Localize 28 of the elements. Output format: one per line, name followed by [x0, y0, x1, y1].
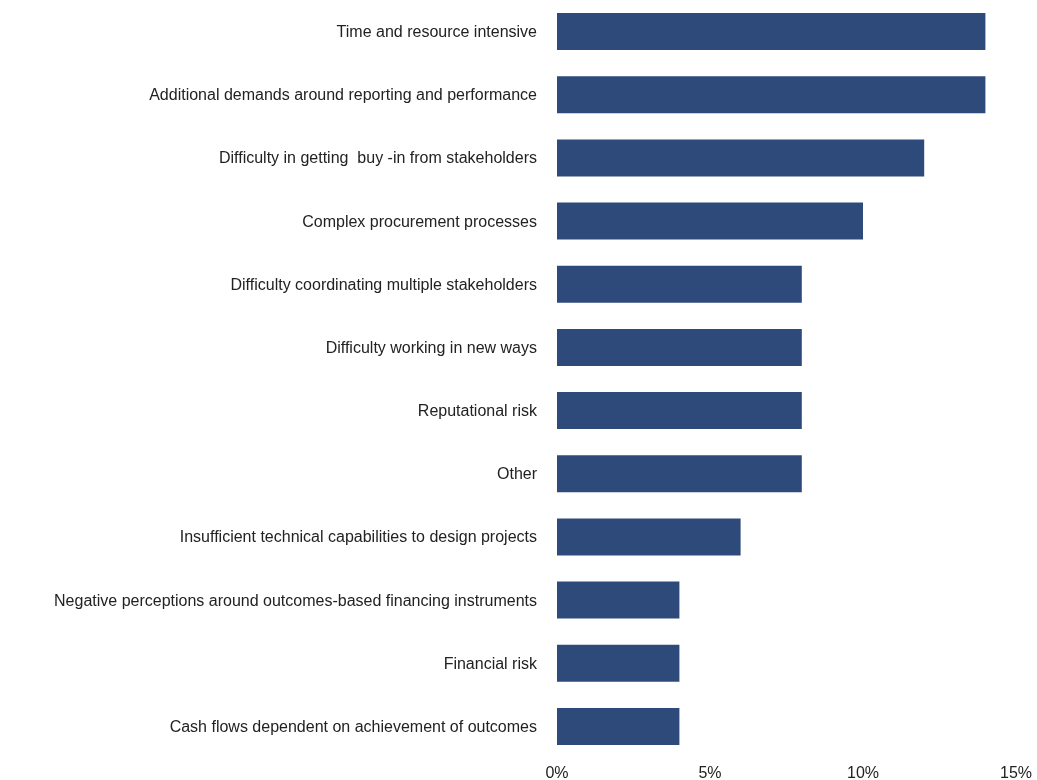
y-tick-label: Insufficient technical capabilities to design projects [179, 528, 537, 546]
y-tick-label: Negative perceptions around outcomes-based financing instruments [54, 591, 537, 609]
x-tick-label: 0% [545, 763, 569, 780]
y-tick-label: Additional demands around reporting and performance [149, 86, 538, 104]
bar [557, 76, 986, 114]
bar [557, 13, 986, 51]
x-tick-label: 15% [999, 763, 1033, 780]
y-tick-label: Difficulty working in new ways [325, 338, 537, 356]
bar [557, 265, 802, 303]
bar [557, 707, 680, 745]
y-tick-label: Difficulty in getting buy -in from stakeholders [218, 149, 537, 167]
bar [557, 328, 802, 366]
bar [557, 644, 680, 682]
bar [557, 139, 925, 177]
y-tick-label: Other [496, 465, 538, 483]
y-tick-label: Time and resource intensive [336, 23, 538, 41]
bar [557, 455, 802, 493]
y-tick-label: Financial risk [443, 654, 538, 672]
bar [557, 202, 863, 240]
y-tick-label: Cash flows dependent on achievement of outcomes [169, 717, 537, 735]
y-tick-label: Difficulty coordinating multiple stakeholders [230, 275, 537, 293]
bar [557, 581, 680, 619]
x-tick-label: 5% [698, 763, 722, 780]
bar [557, 392, 802, 430]
y-tick-label: Reputational risk [417, 402, 538, 420]
y-tick-label: Complex procurement processes [302, 212, 537, 230]
x-tick-label: 10% [846, 763, 880, 780]
bar [557, 518, 741, 556]
